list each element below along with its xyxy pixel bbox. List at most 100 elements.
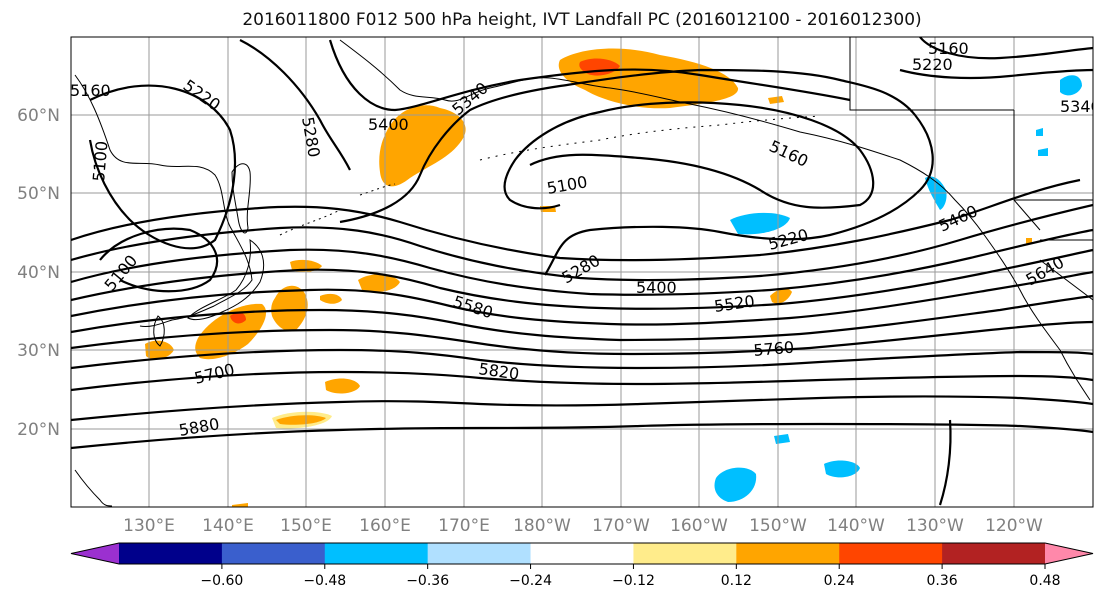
contour-line [503, 101, 875, 210]
contour-line [71, 348, 1093, 370]
shading-positive [276, 415, 326, 425]
map-panel: 5160 5220 5280 5100 5400 5340 5160 5220 … [70, 36, 1101, 508]
colorbar-tick-label: −0.60 [200, 573, 243, 589]
political-boundaries [849, 37, 1093, 301]
longitude-labels: 130°E 140°E 150°E 160°E 170°E 180°W 170°… [123, 516, 1043, 536]
shading-positive [358, 274, 400, 292]
gridlines [71, 37, 1093, 507]
contour-line [71, 294, 1093, 342]
shading-positive [770, 288, 792, 304]
contour-line [71, 422, 1093, 450]
shading-negative [1036, 128, 1043, 136]
contour-label: 5340 [1060, 97, 1101, 116]
colorbar-extend-low [71, 543, 119, 564]
contour-label: 5220 [912, 55, 953, 74]
colorbar-segment [221, 543, 326, 564]
coastline-north-america [339, 39, 1091, 401]
lon-label: 170°E [438, 516, 490, 536]
colorbar-tick-label: 0.12 [721, 573, 752, 589]
contour-line [71, 395, 1093, 422]
lat-label: 50°N [17, 184, 60, 204]
coastline-sakhalin [231, 163, 251, 234]
contour-line [71, 370, 1093, 392]
lat-label: 30°N [17, 341, 60, 361]
colorbar-segment [942, 543, 1046, 564]
lon-label: 160°W [670, 516, 728, 536]
height-contours [71, 37, 1093, 506]
lon-label: 150°E [280, 516, 332, 536]
shading-positive [379, 105, 466, 187]
shading-positive [232, 503, 248, 507]
colorbar-tick-label: 0.24 [824, 573, 855, 589]
shading-negative [1038, 148, 1048, 156]
contour-label: 5760 [753, 338, 795, 360]
shading-negative [714, 467, 757, 502]
contour-line [899, 68, 1093, 80]
lon-label: 150°W [749, 516, 807, 536]
colorbar-segment [530, 543, 634, 564]
shading-positive [768, 96, 784, 104]
colorbar-outline [70, 542, 1094, 565]
colorbar-segment [736, 543, 840, 564]
shading-negative [1060, 75, 1082, 96]
colorbar: −0.60 −0.48 −0.36 −0.24 −0.12 0.12 0.24 0.36 0.4… [70, 542, 1094, 589]
shading-positive [271, 285, 308, 332]
colorbar-tick-label: −0.24 [509, 573, 552, 589]
contour-line [239, 39, 351, 171]
contour-line [919, 37, 1093, 60]
contour-line [71, 178, 1081, 262]
contour-label: 5400 [636, 278, 677, 297]
figure-title: 2016011800 F012 500 hPa height, IVT Land… [242, 10, 921, 30]
contour-label: 5400 [368, 115, 409, 134]
colorbar-tick-label: −0.48 [303, 573, 346, 589]
latitude-labels: 60°N 50°N 40°N 30°N 20°N [17, 106, 60, 440]
lon-label: 140°E [202, 516, 254, 536]
contour-line [71, 270, 1093, 326]
shading-negative [824, 460, 860, 478]
colorbar-tick-label: −0.12 [612, 573, 655, 589]
lon-label: 170°W [592, 516, 650, 536]
colorbar-segments [70, 542, 1094, 565]
shading-negative [730, 212, 790, 235]
colorbar-segment [839, 543, 943, 564]
contour-label: 5100 [89, 140, 111, 182]
lon-label: 120°W [985, 516, 1043, 536]
contour-line [99, 227, 219, 293]
lon-label: 130°E [123, 516, 175, 536]
contour-line [328, 39, 851, 112]
lat-label: 60°N [17, 106, 60, 126]
coastline-kurils [279, 183, 396, 236]
shading-positive [325, 378, 360, 394]
lat-label: 40°N [17, 263, 60, 283]
lon-label: 180°W [513, 516, 571, 536]
colorbar-segment [633, 543, 737, 564]
contour-label: 5160 [70, 81, 111, 100]
contour-label: 5160 [928, 39, 969, 58]
colorbar-segment [427, 543, 532, 564]
contour-line [71, 228, 1093, 296]
map-frame [70, 36, 1094, 508]
coastline-philippines [74, 469, 113, 507]
lat-label: 20°N [17, 420, 60, 440]
coastlines [74, 37, 1093, 507]
colorbar-tick-label: 0.36 [927, 573, 958, 589]
lon-label: 160°E [359, 516, 411, 536]
shading-strong-positive [230, 312, 246, 324]
coastline-aleutians [479, 115, 821, 161]
coastline-japan [187, 238, 265, 321]
colorbar-segment [119, 543, 223, 564]
contour-line [88, 84, 237, 250]
lon-label: 130°W [906, 516, 964, 536]
colorbar-tick-label: 0.48 [1029, 573, 1060, 589]
contour-line [938, 419, 952, 506]
contour-line [71, 320, 1093, 356]
colorbar-extend-high [1045, 543, 1093, 564]
colorbar-ticks: −0.60 −0.48 −0.36 −0.24 −0.12 0.12 0.24 0.36 0.4… [200, 564, 1061, 589]
shading-positive [195, 303, 267, 360]
lon-label: 140°W [827, 516, 885, 536]
contour-line [339, 68, 934, 276]
coastline-korea [153, 315, 165, 347]
contour-line [71, 203, 1093, 282]
colorbar-tick-label: −0.36 [406, 573, 449, 589]
